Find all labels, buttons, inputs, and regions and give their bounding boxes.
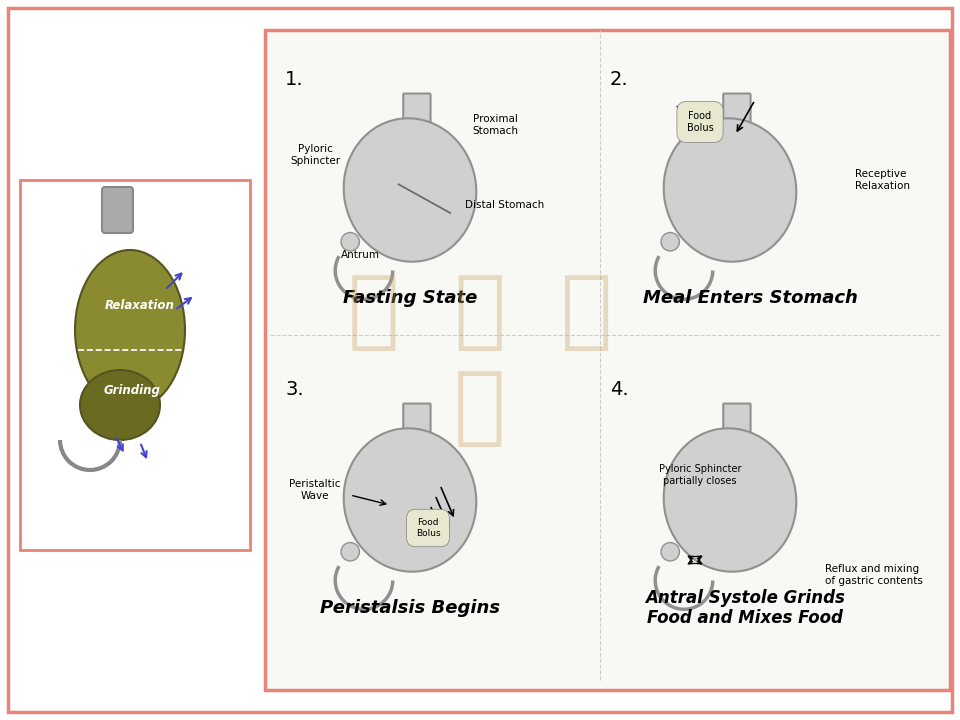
Text: 1.: 1. (285, 70, 303, 89)
Text: Food
Bolus: Food Bolus (416, 518, 441, 538)
Text: Proximal
Stomach: Proximal Stomach (472, 114, 518, 136)
Text: 2.: 2. (610, 70, 629, 89)
Text: Pyloric
Sphincter: Pyloric Sphincter (290, 144, 340, 166)
Text: Grinding: Grinding (104, 384, 160, 397)
Text: Distal Stomach: Distal Stomach (465, 200, 544, 210)
Text: Peristalsis Begins: Peristalsis Begins (320, 599, 500, 617)
Text: Food
Bolus: Food Bolus (686, 111, 713, 132)
Text: 3.: 3. (285, 380, 303, 399)
Ellipse shape (344, 118, 476, 261)
Ellipse shape (663, 428, 796, 572)
Text: Meal Enters Stomach: Meal Enters Stomach (642, 289, 857, 307)
FancyBboxPatch shape (403, 403, 430, 446)
Ellipse shape (663, 118, 796, 261)
Ellipse shape (75, 250, 185, 410)
Ellipse shape (341, 543, 359, 561)
Text: Receptive
Relaxation: Receptive Relaxation (855, 169, 910, 191)
FancyBboxPatch shape (102, 187, 133, 233)
FancyBboxPatch shape (20, 180, 250, 550)
FancyBboxPatch shape (8, 8, 952, 712)
Text: Antral Systole Grinds
Food and Mixes Food: Antral Systole Grinds Food and Mixes Foo… (645, 589, 845, 627)
Ellipse shape (341, 233, 359, 251)
FancyBboxPatch shape (403, 94, 430, 136)
Ellipse shape (661, 543, 680, 561)
Text: Relaxation: Relaxation (105, 299, 175, 312)
Text: 康  老  龄
健: 康 老 龄 健 (348, 271, 612, 449)
Text: Antrum: Antrum (341, 250, 379, 260)
Text: Reflux and mixing
of gastric contents: Reflux and mixing of gastric contents (825, 564, 923, 586)
FancyBboxPatch shape (265, 30, 950, 690)
Text: Fasting State: Fasting State (343, 289, 477, 307)
FancyBboxPatch shape (723, 94, 751, 136)
FancyBboxPatch shape (723, 403, 751, 446)
Ellipse shape (344, 428, 476, 572)
Text: Peristaltic
Wave: Peristaltic Wave (289, 480, 341, 501)
Ellipse shape (80, 370, 160, 440)
Ellipse shape (661, 233, 680, 251)
Text: 4.: 4. (610, 380, 629, 399)
Text: Pyloric Sphincter
partially closes: Pyloric Sphincter partially closes (659, 464, 741, 486)
